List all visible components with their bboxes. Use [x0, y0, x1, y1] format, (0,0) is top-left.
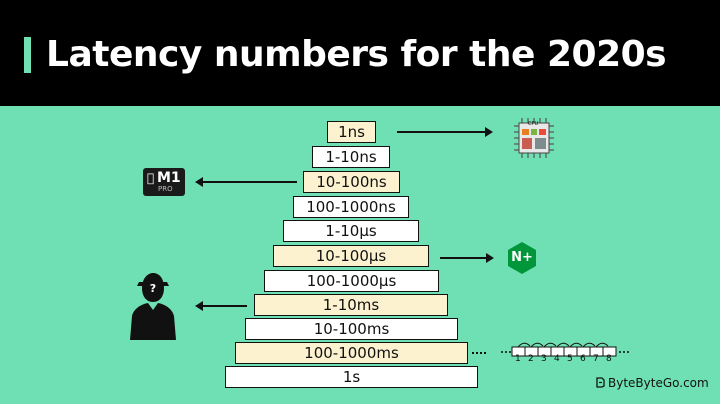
svg-text:?: ?	[150, 282, 156, 295]
watermark-text: ByteByteGo.com	[608, 376, 709, 390]
pyramid-step-1-10ms: 1-10ms	[254, 294, 448, 316]
cpu-label: CPU	[528, 121, 539, 127]
disk-blocks-icon	[501, 342, 629, 357]
pyramid-step-1-10us: 1-10μs	[283, 220, 419, 242]
pyramid-step-1s: 1s	[225, 366, 478, 388]
pyramid-step-1-10ns: 1-10ns	[312, 146, 390, 168]
pyramid-step-100-1000ms: 100-1000ms	[235, 342, 468, 364]
disk-number: 3	[541, 354, 547, 364]
arrow-to-disk	[472, 352, 486, 354]
disk-number: 6	[580, 354, 586, 364]
title-accent-bar	[24, 37, 31, 73]
pyramid-step-1ns: 1ns	[327, 121, 376, 143]
mystery-person-icon: ?	[130, 273, 176, 340]
apple-m1-pro-chip-icon:  M1 PRO	[143, 168, 185, 196]
nginx-plus-icon: N+	[506, 241, 538, 275]
disk-number: 7	[593, 354, 599, 364]
pyramid-step-100-1000us: 100-1000μs	[264, 270, 439, 292]
pyramid-step-10-100ns: 10-100ns	[303, 171, 400, 193]
arrow-to-person	[195, 301, 247, 311]
header-bar: Latency numbers for the 2020s	[0, 0, 720, 106]
m1-sub-text: PRO	[158, 185, 173, 193]
bytebytego-logo-icon	[596, 377, 605, 388]
pyramid-step-10-100us: 10-100μs	[273, 245, 429, 267]
apple-logo-icon: 	[147, 171, 154, 185]
disk-number: 8	[606, 354, 612, 364]
arrow-to-m1	[195, 177, 297, 187]
pyramid-step-10-100ms: 10-100ms	[245, 318, 458, 340]
arrow-to-nginx	[440, 253, 494, 263]
cpu-chip-icon	[514, 118, 554, 158]
disk-number: 4	[554, 354, 560, 364]
disk-number: 1	[515, 354, 521, 364]
page-title: Latency numbers for the 2020s	[46, 34, 667, 75]
arrow-to-cpu	[397, 127, 493, 137]
nginx-plus-text: N+	[511, 250, 533, 265]
pyramid-step-100-1000ns: 100-1000ns	[293, 196, 409, 218]
disk-number: 5	[567, 354, 573, 364]
disk-number: 2	[528, 354, 534, 364]
m1-brand-text: M1	[157, 170, 181, 186]
